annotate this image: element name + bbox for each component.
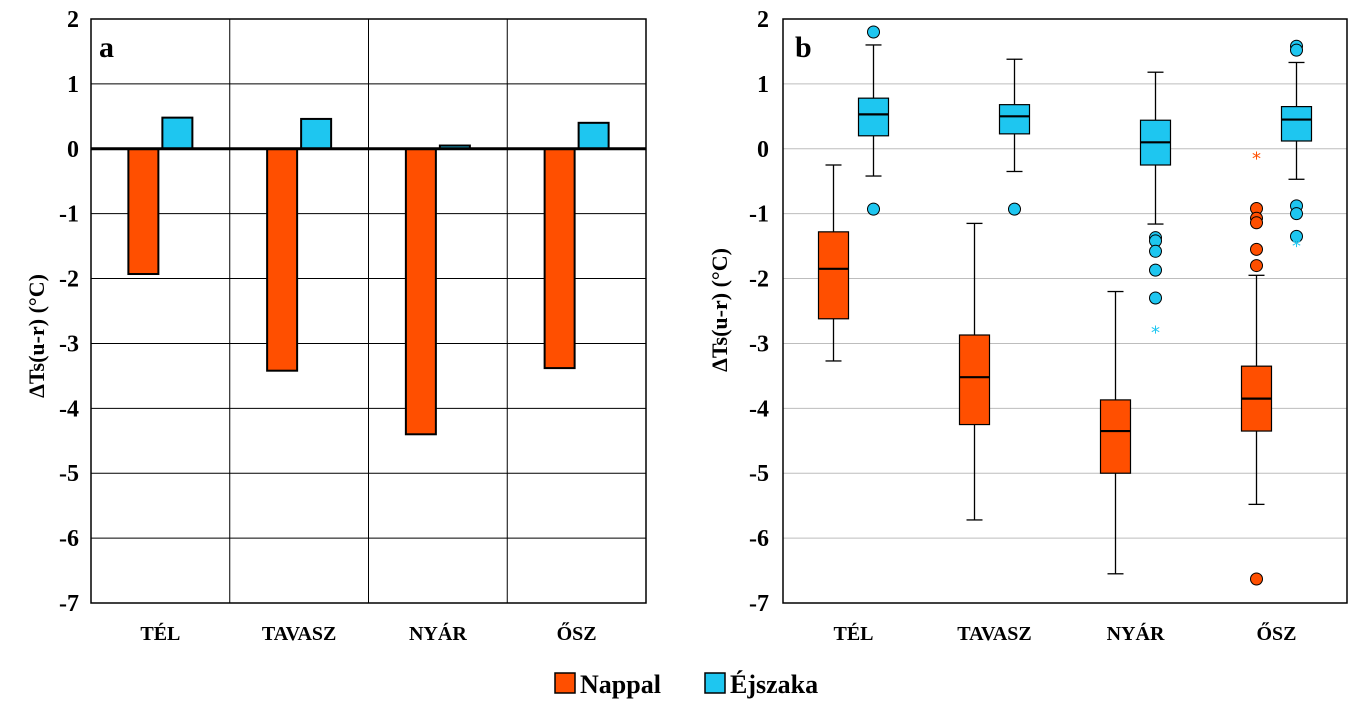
panel-a-y-tick-labels: 2 1 0 -1 -2 -3 -4 -5 -6 -7 [59,7,79,617]
box-iqr-nappal-tavasz [958,334,991,426]
box-ejszaka-nyar: * [1139,71,1172,343]
outlier-nappal-osz [1250,216,1263,230]
outlier-ejszaka-nyar [1149,291,1162,305]
legend: Nappal Éjszaka [554,670,818,699]
panel-b-y-tick-label: -7 [749,591,769,617]
outlier-nappal-osz [1250,242,1263,256]
bar-nappal-osz [543,147,576,370]
panel-b-boxes: * * * [817,25,1313,586]
bar-nappal-tavasz [266,147,299,372]
legend-label-ejszaka: Éjszaka [730,670,818,699]
panel-a-y-tick-label: -1 [59,202,79,228]
box-ejszaka-osz: * [1280,39,1313,257]
panel-b-category-label: TAVASZ [957,623,1032,645]
box-nappal-tel [817,164,850,362]
panel-a-category-label: TÉL [140,622,180,645]
panel-a-y-tick-label: -5 [59,461,79,487]
panel-b-y-tick-label: 1 [757,72,769,98]
box-iqr-nappal-tel [817,231,850,320]
panel-b-y-axis-label: ΔTs(u-r) (°C) [707,248,732,372]
legend-swatch-nappal [554,672,576,694]
panel-b-y-tick-label: -3 [749,331,769,357]
box-nappal-nyar [1099,290,1132,575]
panel-b-y-tick-labels: 2 1 0 -1 -2 -3 -4 -5 -6 -7 [749,7,769,617]
box-ejszaka-tavasz [998,58,1031,216]
outlier-ejszaka-osz [1290,207,1303,221]
panel-b-y-tick-label: -2 [749,267,769,293]
panel-b-y-tick-label: -1 [749,202,769,228]
box-iqr-ejszaka-tel [857,97,890,137]
panel-b-category-labels: TÉL TAVASZ NYÁR ŐSZ [833,621,1296,645]
bar-ejszaka-tavasz [300,117,333,150]
panel-b-y-tick-label: -6 [749,526,769,552]
panel-b-y-tick-label: 0 [757,137,769,163]
panel-a-y-tick-label: 0 [67,137,79,163]
panel-b-y-tick-label: -4 [749,396,769,422]
panel-a-bars [91,116,646,436]
box-iqr-ejszaka-tavasz [998,104,1031,135]
panel-a-letter: a [99,31,114,64]
bar-nappal-nyar [404,147,437,436]
panel-a-y-tick-label: -4 [59,396,79,422]
panel-b-category-label: ŐSZ [1256,621,1296,645]
panel-a-y-axis-label: ΔTs(u-r) (°C) [24,274,49,398]
panel-a-y-tick-label: -6 [59,526,79,552]
panel-a-y-tick-label: -3 [59,331,79,357]
panel-a-bar-chart: ΔTs(u-r) (°C) 2 1 0 -1 -2 -3 -4 -5 -6 -7 TÉL TAVAS… [24,7,647,645]
legend-swatch-ejszaka [704,672,726,694]
outlier-nappal-osz [1250,572,1263,586]
extreme-ejszaka-nyar: * [1151,322,1160,343]
bar-nappal-tel [127,147,160,276]
panel-b-y-tick-label: -5 [749,461,769,487]
bar-ejszaka-tel [161,116,194,150]
box-ejszaka-tel [857,25,890,216]
panel-b-letter: b [795,31,812,64]
box-iqr-ejszaka-osz [1280,105,1313,142]
outlier-nappal-osz [1250,259,1263,273]
bar-ejszaka-osz [577,121,610,150]
box-iqr-nappal-nyar [1099,399,1132,474]
panel-b-category-label: NYÁR [1107,622,1165,645]
extreme-ejszaka-osz: * [1292,236,1301,257]
outlier-ejszaka-tavasz [1008,202,1021,216]
outlier-ejszaka-tel [867,25,880,39]
outlier-ejszaka-tel [867,202,880,216]
panel-a-category-labels: TÉL TAVASZ NYÁR ŐSZ [140,621,596,645]
box-nappal-osz: * [1240,149,1273,586]
outlier-ejszaka-osz [1290,43,1303,57]
panel-b-plot-frame [782,18,1348,604]
panel-b-y-tick-label: 2 [757,7,769,33]
panel-a-y-tick-label: -7 [59,591,79,617]
panel-a-y-tick-label: 2 [67,7,79,33]
panel-a-y-tick-label: -2 [59,267,79,293]
panel-a-category-label: ŐSZ [557,621,597,645]
panel-a-category-label: NYÁR [409,622,467,645]
panel-a-y-tick-label: 1 [67,72,79,98]
legend-label-nappal: Nappal [580,670,661,699]
panel-a-category-label: TAVASZ [262,623,337,645]
box-nappal-tavasz [958,222,991,521]
panel-b-category-label: TÉL [833,622,873,645]
outlier-ejszaka-nyar [1149,244,1162,258]
outlier-ejszaka-nyar [1149,263,1162,277]
extreme-nappal-osz: * [1252,149,1261,170]
outlier-ejszaka-osz [1290,229,1303,243]
panel-b-box-plot: ΔTs(u-r) (°C) *** 210-1-2-3-4-5-6-7 TÉL T… [707,7,1348,645]
